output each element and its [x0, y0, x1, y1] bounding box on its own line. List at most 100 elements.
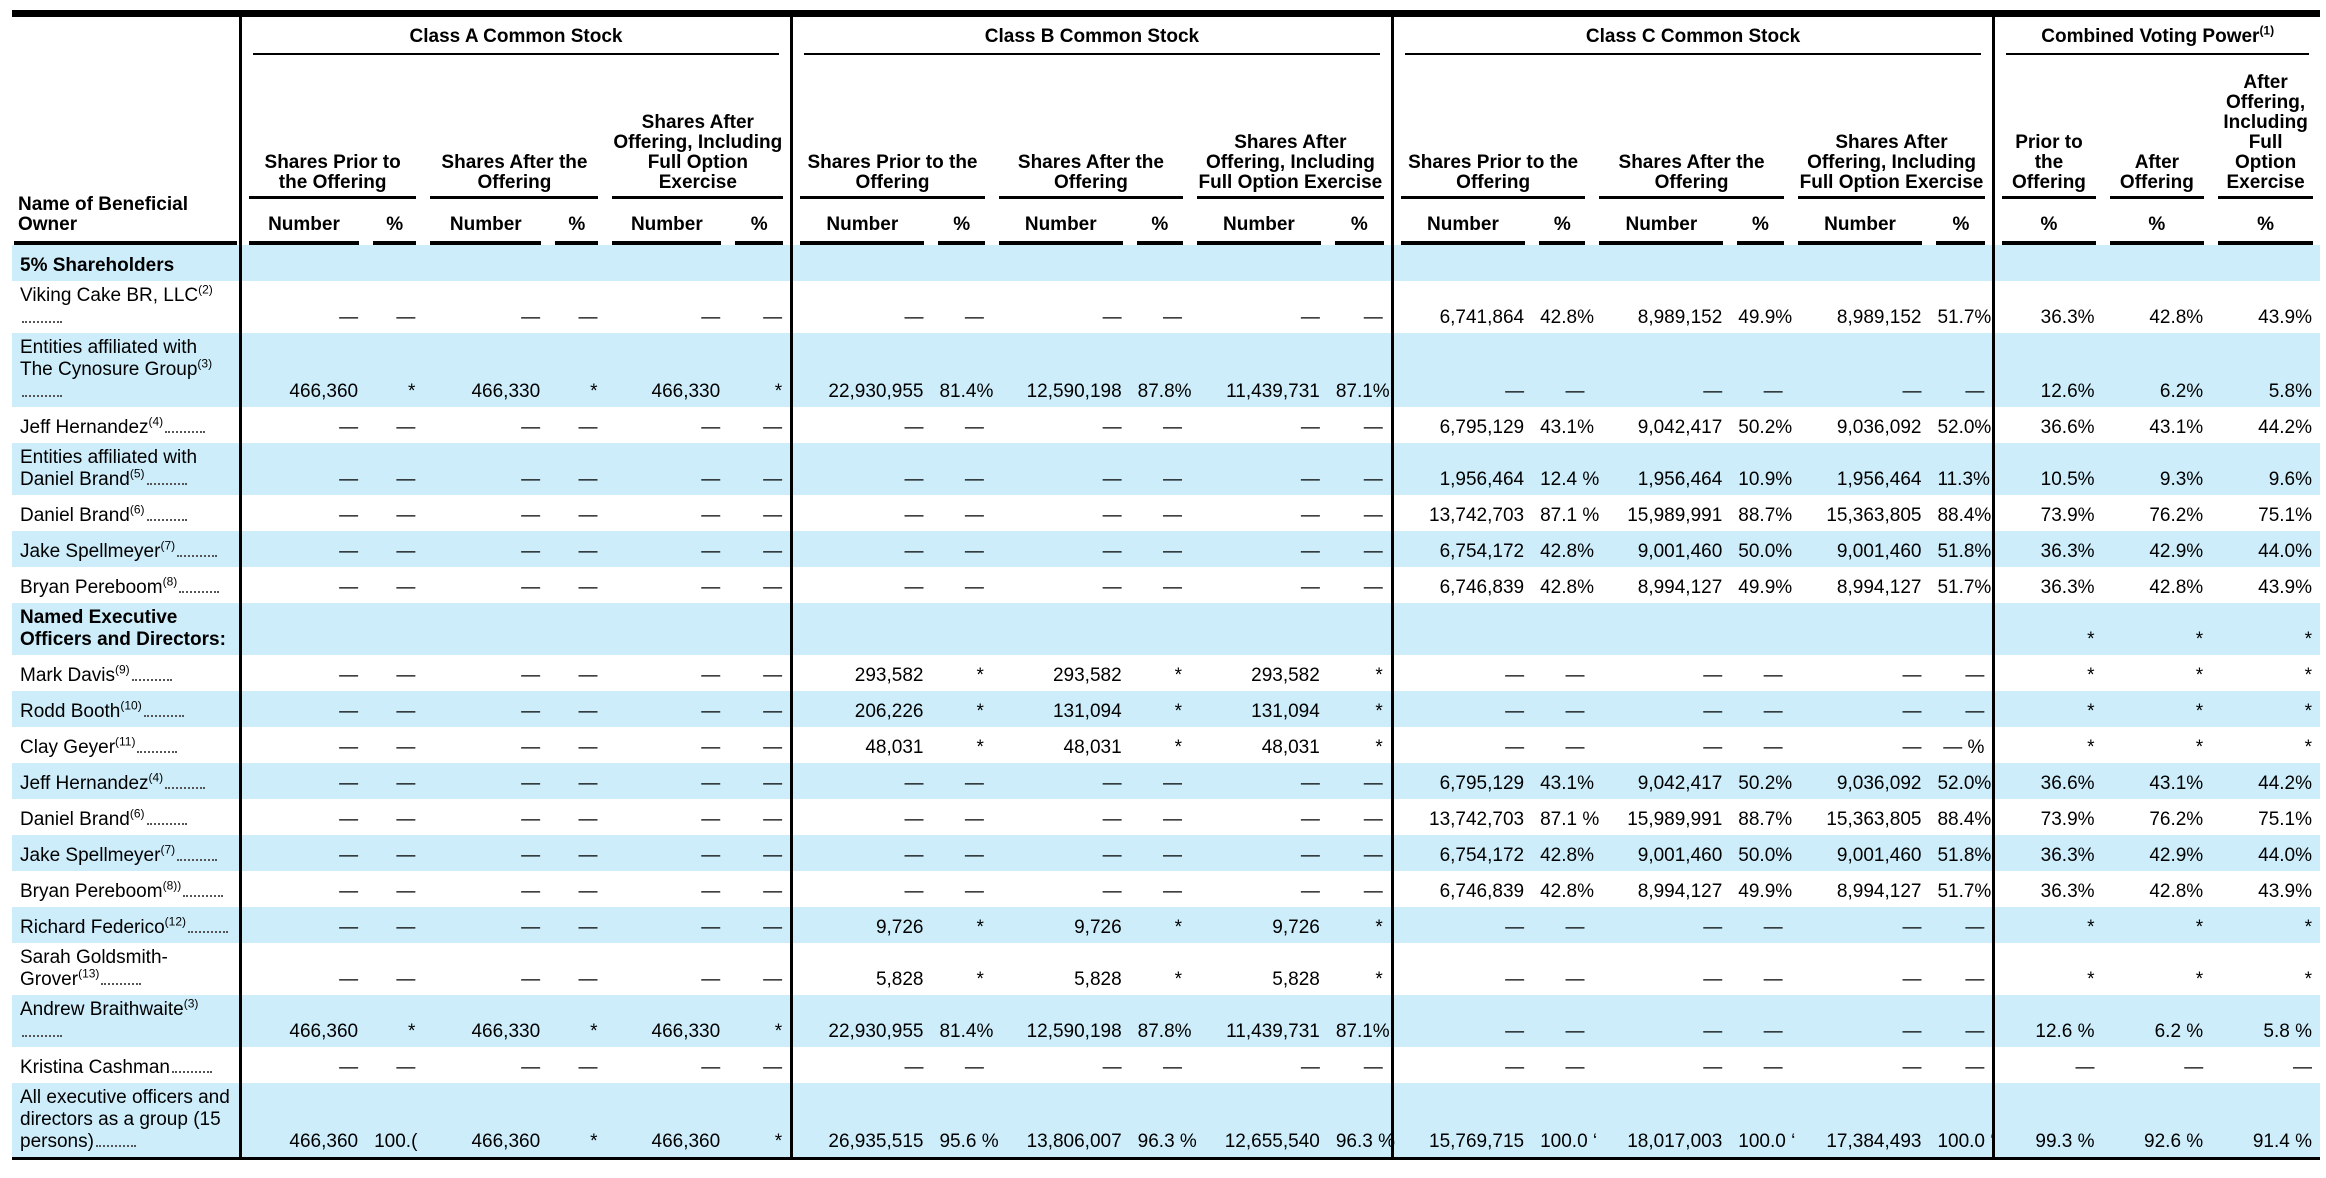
cell: — [964, 809, 984, 830]
cell: 466,330 [423, 995, 549, 1047]
cell: — [396, 665, 416, 686]
column-header: Number [790, 199, 932, 245]
cell: — [396, 577, 416, 598]
cell: 51.8% [1929, 531, 1994, 567]
cell [1790, 245, 1930, 281]
cell: — [2184, 1057, 2204, 1078]
column-header-text: Number [1197, 201, 1321, 245]
cell: — [521, 577, 541, 598]
column-header: % [2103, 199, 2212, 245]
cell: — [1532, 907, 1593, 943]
cell: — [790, 495, 932, 531]
cell: — [1300, 417, 1320, 438]
dot-leader [165, 787, 206, 789]
cell: — [238, 691, 367, 727]
owner-name-text: Sarah Goldsmith-Grover [20, 947, 168, 990]
cell: — [1390, 691, 1533, 727]
cell: 87.8% [1129, 995, 1192, 1047]
cell [2211, 245, 2320, 281]
cell: 42.9% [2102, 531, 2212, 567]
cell: — [548, 763, 606, 799]
cell: — [366, 531, 424, 567]
cell: — [1327, 835, 1393, 871]
cell: * [2195, 969, 2204, 990]
cell: 43.1% [2102, 763, 2212, 799]
footnote-ref: (4) [148, 414, 164, 429]
cell [1190, 245, 1328, 281]
cell: — [1730, 333, 1791, 407]
table-row: 5% Shareholders [12, 245, 2320, 281]
cell: — [763, 577, 783, 598]
column-header-text: % [1936, 201, 1986, 245]
sub-header: Shares After Offering, Including Full Op… [1190, 63, 1392, 199]
cell: — [548, 907, 606, 943]
cell: 100.0 ‘ [1929, 1083, 1995, 1160]
cell: 9,001,460 [1790, 531, 1930, 567]
cell: — [1163, 307, 1183, 328]
cell: — [1390, 943, 1533, 995]
cell: — [1565, 1057, 1585, 1078]
cell [366, 245, 424, 281]
owner-name: Jake Spellmeyer(7) [12, 531, 241, 567]
group-title-text: Class A Common Stock [409, 26, 623, 47]
cell: 9,001,460 [1790, 835, 1930, 871]
column-header-text: Number [1797, 201, 1923, 245]
cell: — [396, 969, 416, 990]
cell: 466,360 [423, 1083, 549, 1160]
cell: 466,360 [238, 995, 367, 1047]
cell: — [1390, 995, 1533, 1047]
cell: 9,001,460 [1592, 835, 1731, 871]
cell: 8,989,152 [1836, 307, 1922, 328]
sub-header: After Offering, Including Full Option Ex… [2211, 63, 2320, 199]
cell: — [238, 655, 367, 691]
column-header: % [728, 199, 791, 245]
cell: — [423, 691, 549, 727]
cell: 44.2% [2258, 417, 2312, 438]
cell: 9,042,417 [1592, 763, 1731, 799]
cell: * [728, 1083, 792, 1160]
cell: 36.3% [1992, 531, 2103, 567]
cell: — [1565, 665, 1585, 686]
dot-leader [177, 859, 218, 861]
cell: — [238, 531, 367, 567]
cell: — [1965, 1057, 1985, 1078]
cell: — [396, 1057, 416, 1078]
column-header-text: % [1737, 201, 1784, 245]
cell: 52.0% [1937, 417, 1992, 438]
cell: — [1363, 417, 1383, 438]
cell: * [1375, 737, 1383, 758]
cell: * [2195, 665, 2204, 686]
cell: 96.3 % [1129, 1083, 1197, 1160]
cell: — [1929, 995, 1994, 1047]
cell: — [1532, 691, 1593, 727]
cell: — [605, 531, 729, 567]
cell: 36.3% [1992, 281, 2103, 333]
cell: 42.8% [1532, 835, 1594, 871]
cell [366, 603, 424, 655]
cell: — [423, 835, 549, 871]
column-header: Number [1390, 199, 1533, 245]
cell: — [701, 307, 721, 328]
cell: — [521, 665, 541, 686]
cell: — [1190, 531, 1328, 567]
cell: 6,795,129 [1390, 763, 1533, 799]
cell [1327, 245, 1393, 281]
cell: 9,726 [1190, 907, 1328, 943]
cell: — [1390, 333, 1533, 407]
cell: * [1129, 691, 1191, 727]
cell: 1,956,464 [1790, 443, 1930, 495]
cell: — [1363, 809, 1383, 830]
cell: — [1790, 907, 1930, 943]
cell: — [728, 443, 792, 495]
cell: * [976, 969, 984, 990]
footnote-ref: (6) [129, 502, 145, 517]
cell: — [1129, 443, 1191, 495]
sub-header: Shares After the Offering [1592, 63, 1790, 199]
cell: 42.8% [1540, 577, 1594, 598]
column-header-text: % [2218, 201, 2313, 245]
cell: * [728, 995, 792, 1047]
cell: * [2211, 691, 2320, 727]
owner-name: Bryan Pereboom(8) [12, 567, 240, 603]
cell: — [701, 505, 721, 526]
